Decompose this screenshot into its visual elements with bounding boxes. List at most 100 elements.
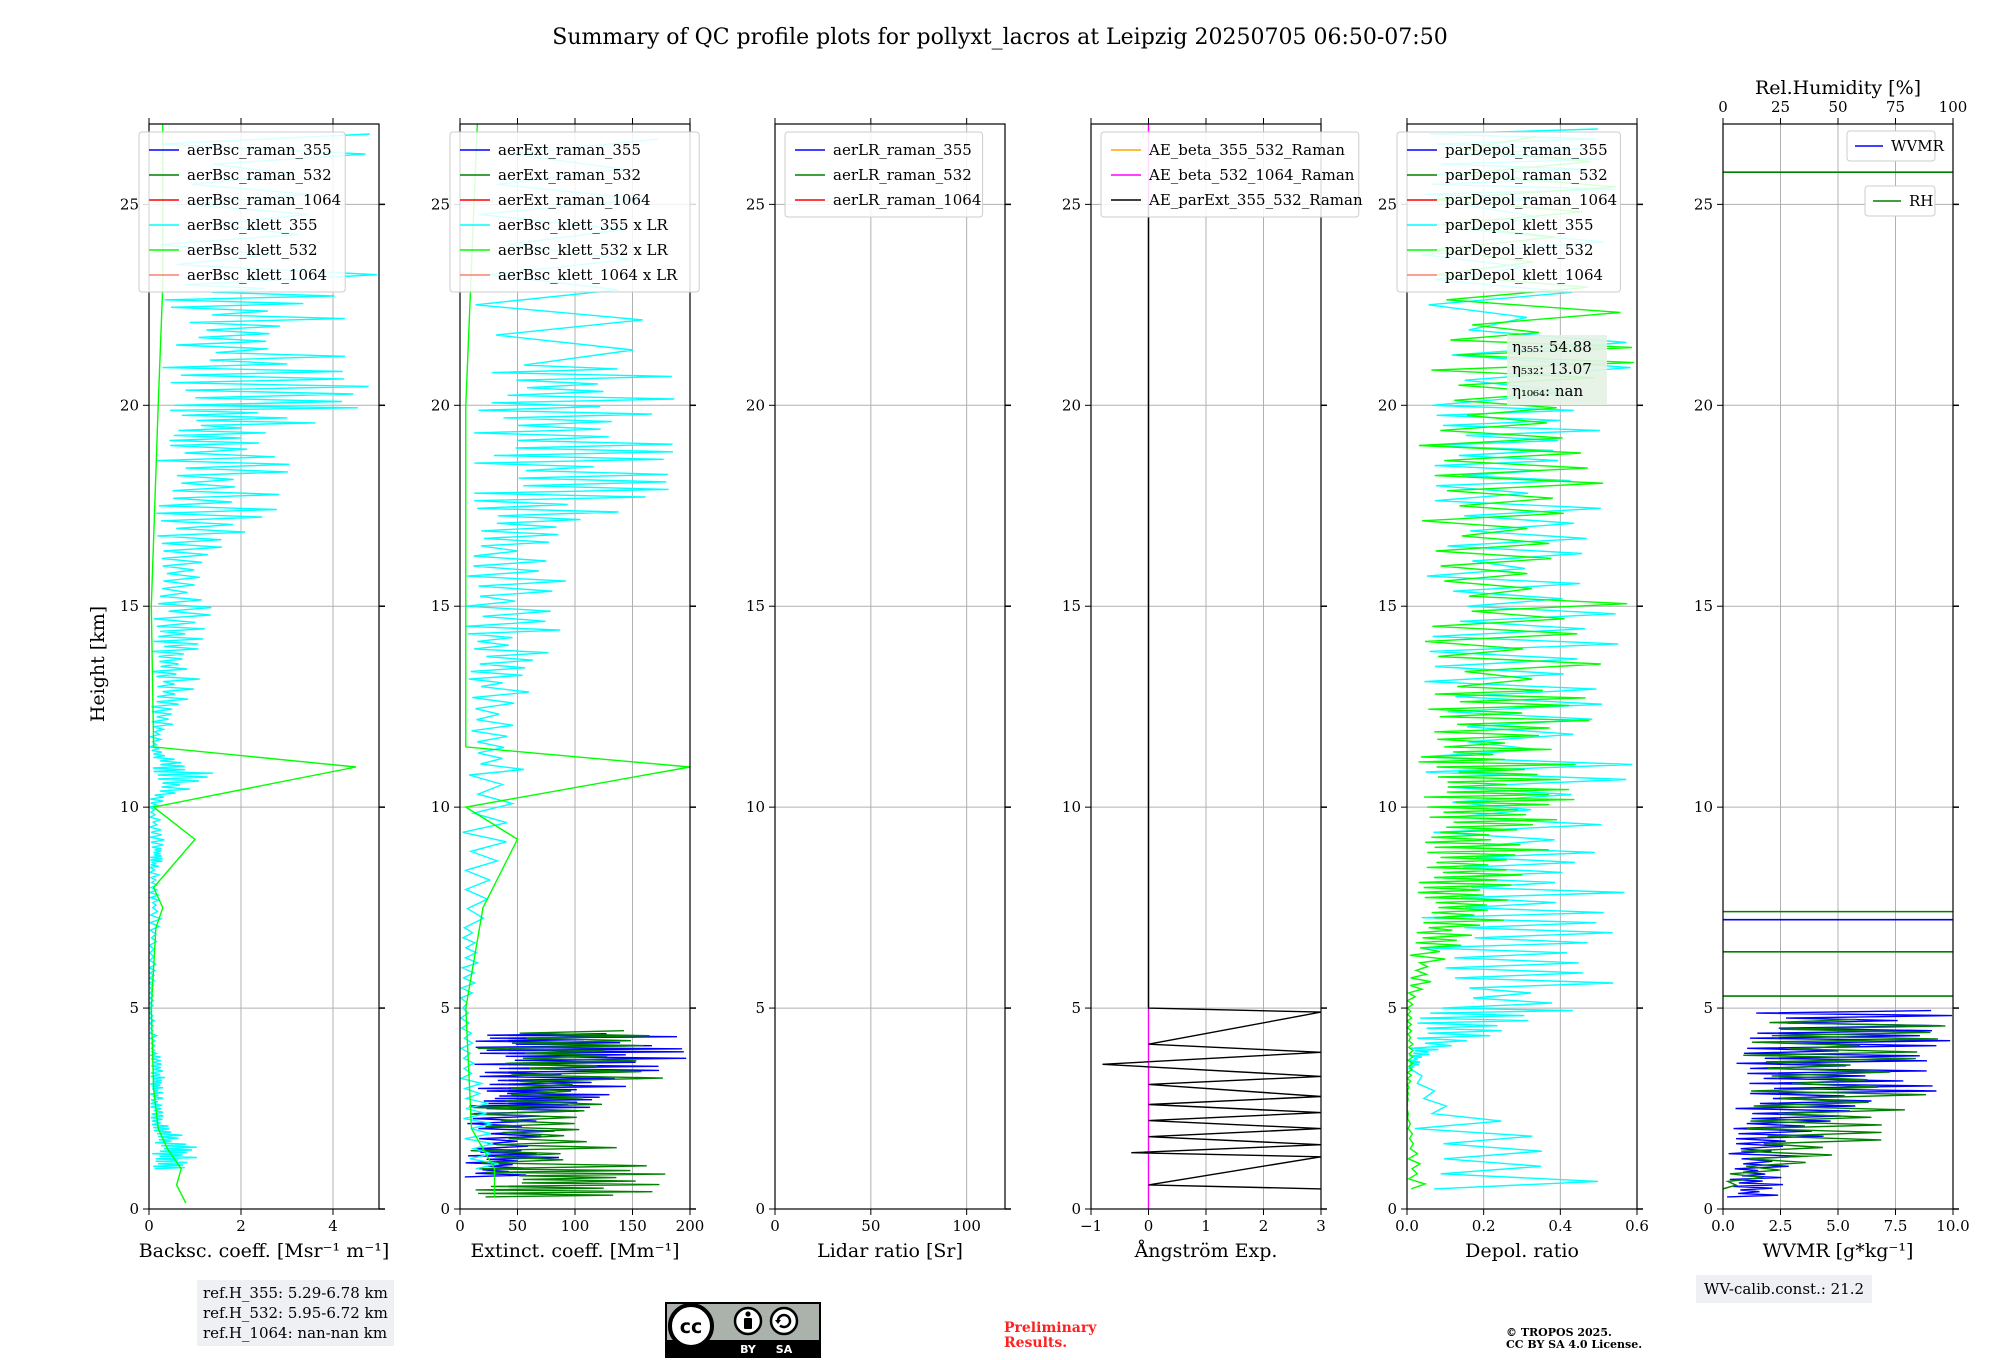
y-tick-label: 10: [1378, 798, 1397, 816]
series-line-aerExt_raman_532: [470, 1030, 666, 1198]
y-tick-label: 25: [120, 195, 139, 213]
x-tick-label: 50: [508, 1217, 527, 1235]
legend-label: aerExt_raman_1064: [498, 191, 651, 209]
top-tick-label: 75: [1886, 98, 1905, 116]
legend-label: aerBsc_klett_1064: [187, 266, 327, 284]
legend-label: aerLR_raman_1064: [833, 191, 981, 209]
legend-label: RH: [1909, 192, 1933, 210]
eta-line: η₅₃₂: 13.07: [1512, 360, 1592, 378]
x-tick-label: 2.5: [1769, 1217, 1793, 1235]
y-tick-label: 10: [120, 798, 139, 816]
x-tick-label: 100: [561, 1217, 590, 1235]
y-tick-label: 10: [746, 798, 765, 816]
legend-label: aerExt_raman_355: [498, 141, 641, 159]
y-tick-label: 0: [1703, 1200, 1713, 1218]
y-tick-label: 15: [746, 597, 765, 615]
legend-label: aerBsc_klett_355 x LR: [498, 216, 669, 234]
legend-label: AE_parExt_355_532_Raman: [1148, 191, 1363, 209]
x-tick-label: 50: [861, 1217, 880, 1235]
y-tick-label: 20: [431, 396, 450, 414]
y-tick-label: 0: [440, 1200, 450, 1218]
legend-label: parDepol_klett_355: [1445, 216, 1594, 234]
x-tick-label: 1: [1201, 1217, 1211, 1235]
legend-box: [784, 131, 984, 218]
legend-label: aerBsc_klett_355: [187, 216, 318, 234]
y-tick-label: 15: [1694, 597, 1713, 615]
y-tick-label: 15: [1378, 597, 1397, 615]
legend-box: [1100, 131, 1360, 218]
plot-frame: [1406, 123, 1638, 1210]
preliminary-notice: Preliminary Results.: [1004, 1321, 1096, 1351]
eta-box-bg: [1507, 335, 1607, 405]
y-tick-label: 25: [1062, 195, 1081, 213]
x-tick-label: 0: [770, 1217, 780, 1235]
y-tick-label: 5: [1387, 999, 1397, 1017]
y-tick-label: 5: [1703, 999, 1713, 1017]
x-axis-label: Depol. ratio: [1465, 1240, 1579, 1262]
x-tick-label: 5.0: [1826, 1217, 1850, 1235]
y-tick-label: 5: [1071, 999, 1081, 1017]
plot-frame: [774, 123, 1006, 1210]
y-tick-label: 15: [1062, 597, 1081, 615]
y-tick-label: 25: [1378, 195, 1397, 213]
x-axis-label: Backsc. coeff. [Msr⁻¹ m⁻¹]: [139, 1240, 390, 1262]
legend-label: aerBsc_raman_355: [187, 141, 332, 159]
y-tick-label: 5: [440, 999, 450, 1017]
panel-wvmr_rh: 0.0 2.5 5.0 7.5 10.0 0 5 10 15 20 25 0 25 50 75 100 Rel.…: [1694, 77, 1970, 1262]
legend-label: WVMR: [1891, 137, 1945, 155]
legend: aerLR_raman_355 aerLR_raman_532 aerLR_rama…: [784, 131, 984, 218]
series-line-aerBsc_klett_355: [149, 133, 377, 1170]
top-tick-label: 25: [1771, 98, 1790, 116]
x-tick-label: 0: [455, 1217, 465, 1235]
legend-label: aerBsc_klett_532: [187, 241, 318, 259]
panel-backscatter: 0 2 4 0 5 10 15 20 25 Backsc. coeff. [Msr⁻¹ m⁻¹] a…: [120, 118, 389, 1262]
x-tick-label: 7.5: [1884, 1217, 1908, 1235]
y-tick-label: 20: [120, 396, 139, 414]
y-tick-label: 0: [755, 1200, 765, 1218]
legend-label: aerExt_raman_532: [498, 166, 641, 184]
wv-calibration-box: WV-calib.const.: 21.2: [1696, 1275, 1873, 1303]
legend-box: [1846, 130, 1936, 162]
series-line-aerBsc_klett_532 x LR: [463, 124, 690, 1197]
x-tick-label: 0.2: [1472, 1217, 1496, 1235]
y-tick-label: 0: [129, 1200, 139, 1218]
legend-label: AE_beta_532_1064_Raman: [1148, 166, 1355, 184]
legend-label: aerBsc_raman_532: [187, 166, 332, 184]
reference-height-box: ref.H_355: 5.29-6.78 km ref.H_532: 5.95-…: [197, 1280, 394, 1346]
x-tick-label: 2: [236, 1217, 246, 1235]
preliminary-line-1: Preliminary: [1004, 1320, 1097, 1336]
x-tick-label: 150: [618, 1217, 647, 1235]
x-axis-label: WVMR [g*kg⁻¹]: [1763, 1240, 1914, 1262]
top-tick-label: 50: [1828, 98, 1847, 116]
legend-label: parDepol_raman_1064: [1445, 191, 1617, 209]
x-tick-label: 2: [1259, 1217, 1269, 1235]
cc-letters: cc: [680, 1316, 703, 1338]
x-tick-label: 0: [1144, 1217, 1154, 1235]
legend-label: aerBsc_raman_1064: [187, 191, 341, 209]
y-tick-label: 25: [746, 195, 765, 213]
x-tick-label: 200: [676, 1217, 705, 1235]
legend-WVMR: WVMR: [1846, 130, 1945, 162]
y-tick-label: 5: [755, 999, 765, 1017]
x-tick-label: 10.0: [1936, 1217, 1969, 1235]
panel-depol: 0.0 0.2 0.4 0.6 0 5 10 15 20 25 Depol. ratio parDep…: [1378, 118, 1649, 1262]
series-line-parDepol_klett_532: [1407, 135, 1634, 1190]
series-line-RH: [1723, 1018, 1946, 1190]
x-tick-label: 0.0: [1711, 1217, 1735, 1235]
legend-label: AE_beta_355_532_Raman: [1148, 141, 1345, 159]
y-tick-label: 10: [1694, 798, 1713, 816]
y-tick-label: 25: [1694, 195, 1713, 213]
sa-label: SA: [776, 1343, 793, 1356]
plot-frame: [148, 123, 380, 1210]
y-tick-label: 5: [129, 999, 139, 1017]
attribution-icon: [733, 1306, 763, 1336]
legend-label: aerLR_raman_532: [833, 166, 972, 184]
legend-box: [138, 131, 346, 293]
legend-label: parDepol_raman_532: [1445, 166, 1608, 184]
creative-commons-icon: cc: [668, 1303, 714, 1349]
panel-extinction: 0 50 100 150 200 0 5 10 15 20 25 Extinct. coeff. [M…: [431, 118, 704, 1262]
eta-line: η₃₅₅: 54.88: [1512, 338, 1592, 356]
copyright-line-2: CC BY SA 4.0 License.: [1506, 1338, 1643, 1351]
y-tick-label: 20: [1378, 396, 1397, 414]
